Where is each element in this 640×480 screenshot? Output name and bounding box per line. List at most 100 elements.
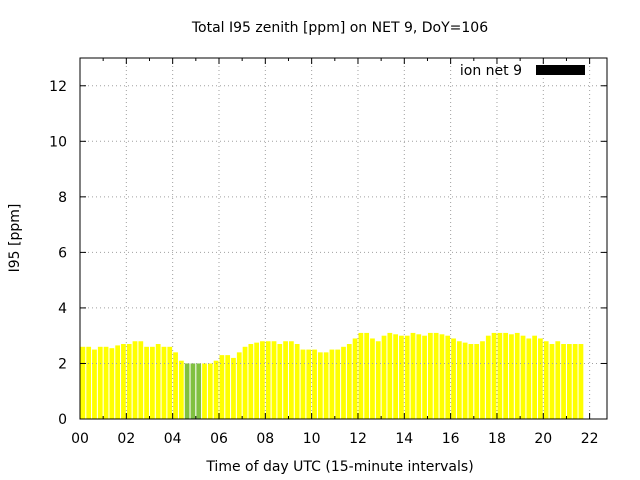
bar <box>248 344 254 419</box>
bar <box>265 341 271 419</box>
legend-label: ion net 9 <box>460 63 522 79</box>
bar <box>121 344 126 419</box>
bar <box>132 341 138 419</box>
bar <box>387 332 393 419</box>
bar <box>283 341 288 419</box>
bar <box>352 338 358 419</box>
bar <box>277 344 283 419</box>
bar <box>323 352 329 419</box>
bar <box>404 335 410 419</box>
bar <box>549 344 555 419</box>
y-tick-label: 4 <box>58 301 67 317</box>
bar <box>271 341 277 419</box>
bar <box>422 335 427 419</box>
bar <box>236 352 242 419</box>
bar <box>456 341 462 419</box>
bar <box>480 341 485 419</box>
bar <box>358 332 364 419</box>
x-tick-label: 06 <box>210 431 228 447</box>
x-tick-label: 04 <box>164 431 182 447</box>
bar <box>144 346 149 419</box>
bar <box>242 346 248 419</box>
bar <box>520 335 526 419</box>
bar <box>341 346 346 419</box>
bar <box>190 363 196 419</box>
bar <box>439 334 445 419</box>
bar <box>126 344 132 419</box>
bar <box>312 349 317 419</box>
bar <box>231 357 236 419</box>
bar <box>167 346 173 419</box>
bar <box>109 348 115 419</box>
y-tick-label: 6 <box>58 245 67 261</box>
bar <box>196 363 202 419</box>
bar <box>532 335 537 419</box>
bar <box>381 335 387 419</box>
bar <box>306 349 312 419</box>
bar <box>225 355 231 419</box>
x-tick-label: 10 <box>303 431 321 447</box>
bar <box>543 341 549 419</box>
bar <box>572 344 578 419</box>
x-tick-label: 16 <box>442 431 460 447</box>
y-tick-label: 12 <box>49 79 67 95</box>
x-tick-label: 08 <box>256 431 274 447</box>
y-tick-label: 0 <box>58 412 67 428</box>
bar <box>260 341 265 419</box>
bar <box>213 360 219 419</box>
bar <box>335 349 341 419</box>
legend-swatch <box>536 65 585 75</box>
bar <box>86 346 92 419</box>
bar <box>92 349 97 419</box>
x-tick-label: 22 <box>581 431 599 447</box>
x-tick-label: 14 <box>395 431 413 447</box>
bars-layer <box>80 332 584 419</box>
y-tick-label: 8 <box>58 190 67 206</box>
y-tick-label: 2 <box>58 356 67 372</box>
bar <box>346 344 352 419</box>
x-tick-label: 12 <box>349 431 367 447</box>
bar <box>254 342 260 419</box>
y-axis-label: I95 [ppm] <box>7 204 23 273</box>
y-tick-label: 10 <box>49 134 67 150</box>
bar <box>317 352 323 419</box>
bar <box>491 332 497 419</box>
bar <box>566 344 572 419</box>
bar <box>514 332 520 419</box>
bar <box>219 355 225 419</box>
x-tick-label: 20 <box>534 431 552 447</box>
bar <box>578 344 584 419</box>
bar <box>97 346 103 419</box>
bar <box>80 346 86 419</box>
bar <box>474 344 480 419</box>
bar <box>155 344 161 419</box>
legend: ion net 9 <box>460 63 585 79</box>
bar <box>207 363 213 419</box>
x-axis-label: Time of day UTC (15-minute intervals) <box>205 459 473 475</box>
bar <box>497 332 503 419</box>
bar <box>555 341 561 419</box>
bar <box>462 342 468 419</box>
bar <box>427 332 433 419</box>
bar <box>375 341 381 419</box>
bar <box>503 332 509 419</box>
bar <box>138 341 144 419</box>
bar <box>173 352 178 419</box>
bar <box>538 338 543 419</box>
bar <box>103 346 109 419</box>
bar <box>468 344 474 419</box>
bar <box>561 344 566 419</box>
x-tick-label: 02 <box>117 431 135 447</box>
bar <box>161 346 167 419</box>
bar <box>289 341 294 419</box>
bar <box>294 344 300 419</box>
bar <box>451 338 456 419</box>
bar <box>178 360 184 419</box>
bar <box>329 349 335 419</box>
bar <box>300 349 306 419</box>
bar <box>485 335 491 419</box>
chart-title: Total I95 zenith [ppm] on NET 9, DoY=106 <box>191 20 488 36</box>
x-tick-label: 18 <box>488 431 506 447</box>
bar <box>202 363 207 419</box>
